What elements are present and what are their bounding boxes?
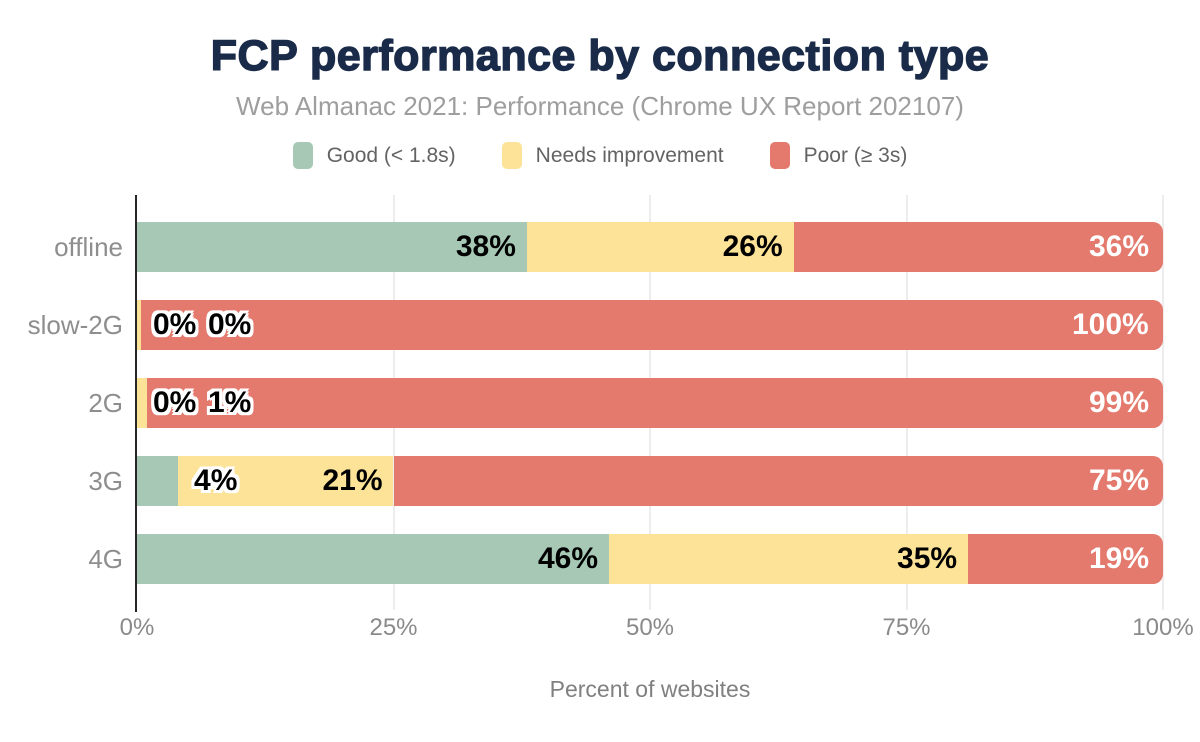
bar-value-label-good-4G: 46% xyxy=(537,542,598,575)
legend-swatch-needs-improvement xyxy=(501,142,522,169)
chart-subtitle: Web Almanac 2021: Performance (Chrome UX… xyxy=(236,91,964,121)
x-axis-title: Percent of websites xyxy=(549,676,751,702)
legend-swatch-good xyxy=(292,142,313,169)
bar-value-label-needs-improvement-slow-2G: 0% xyxy=(208,308,252,341)
bar-value-label-good-offline: 38% xyxy=(455,230,516,263)
bar-segment-poor-4G xyxy=(968,534,1163,584)
bar-segment-needs-improvement-offline xyxy=(526,222,794,272)
bar-row-3G: 4% 21% 75% xyxy=(137,456,1163,506)
legend-item-good: Good (< 1.8s) xyxy=(292,142,456,169)
bar-value-label-poor-2G: 99% xyxy=(1089,386,1150,419)
legend-swatch-poor xyxy=(769,142,790,169)
bar-value-label-poor-3G: 75% xyxy=(1089,464,1150,497)
category-label-3G: 3G xyxy=(88,466,123,496)
chart-title: FCP performance by connection type xyxy=(210,31,990,80)
category-label-slow-2G: slow-2G xyxy=(27,310,123,340)
x-tick-label-25: 25% xyxy=(369,614,418,641)
grid-line-100 xyxy=(1162,195,1164,610)
bar-value-label-good-3G: 4% xyxy=(194,464,238,497)
x-tick-label-0: 0% xyxy=(119,614,155,641)
legend-item-needs-improvement: Needs improvement xyxy=(501,142,724,169)
bar-value-label-good-slow-2G: 0% xyxy=(153,308,197,341)
bar-segment-needs-improvement-3G xyxy=(178,456,394,506)
legend-label-good: Good (< 1.8s) xyxy=(326,143,456,167)
bar-segment-good-4G xyxy=(137,534,609,584)
bar-value-label-needs-improvement-4G: 35% xyxy=(897,542,958,575)
bar-value-label-poor-4G: 19% xyxy=(1089,542,1150,575)
bar-segment-poor-3G xyxy=(393,456,1163,506)
bar-segment-needs-improvement-slow-2G xyxy=(137,300,141,350)
bar-row-slow-2G: 0% 0% 100% xyxy=(137,300,1163,350)
category-label-4G: 4G xyxy=(88,544,123,574)
y-axis-line xyxy=(135,195,137,612)
legend-label-needs-improvement: Needs improvement xyxy=(535,143,724,167)
bar-segment-needs-improvement-2G xyxy=(137,378,148,428)
bar-value-label-poor-offline: 36% xyxy=(1089,230,1150,263)
legend-item-poor: Poor (≥ 3s) xyxy=(769,142,908,169)
legend: Good (< 1.8s) Needs improvement Poor (≥ 3s… xyxy=(0,142,1200,169)
category-label-2G: 2G xyxy=(88,388,123,418)
bar-segment-good-offline xyxy=(137,222,527,272)
bar-row-offline: 38% 26% 36% xyxy=(137,222,1163,272)
bar-segment-poor-slow-2G xyxy=(140,300,1163,350)
bar-segment-poor-offline xyxy=(793,222,1163,272)
bar-value-label-needs-improvement-2G: 1% xyxy=(208,386,252,419)
x-tick-label-100: 100% xyxy=(1132,614,1194,641)
legend-label-poor: Poor (≥ 3s) xyxy=(803,143,908,167)
bar-segment-poor-2G xyxy=(147,378,1163,428)
bar-value-label-good-2G: 0% xyxy=(153,386,197,419)
bar-segment-good-3G xyxy=(137,456,179,506)
bar-segment-needs-improvement-4G xyxy=(608,534,969,584)
bar-row-4G: 46% 35% 19% xyxy=(137,534,1163,584)
x-tick-label-75: 75% xyxy=(882,614,931,641)
plot-area: 38% 26% 36% 0% 0% 100% 0% 1% 99% 4% 21% 75% 46% 35% 19… xyxy=(135,195,1164,612)
bar-value-label-needs-improvement-offline: 26% xyxy=(722,230,783,263)
x-tick-label-50: 50% xyxy=(625,614,675,641)
bar-row-2G: 0% 1% 99% xyxy=(137,378,1163,428)
bar-value-label-poor-slow-2G: 100% xyxy=(1072,308,1149,341)
bar-value-label-needs-improvement-3G: 21% xyxy=(322,464,383,497)
category-label-offline: offline xyxy=(54,232,123,262)
